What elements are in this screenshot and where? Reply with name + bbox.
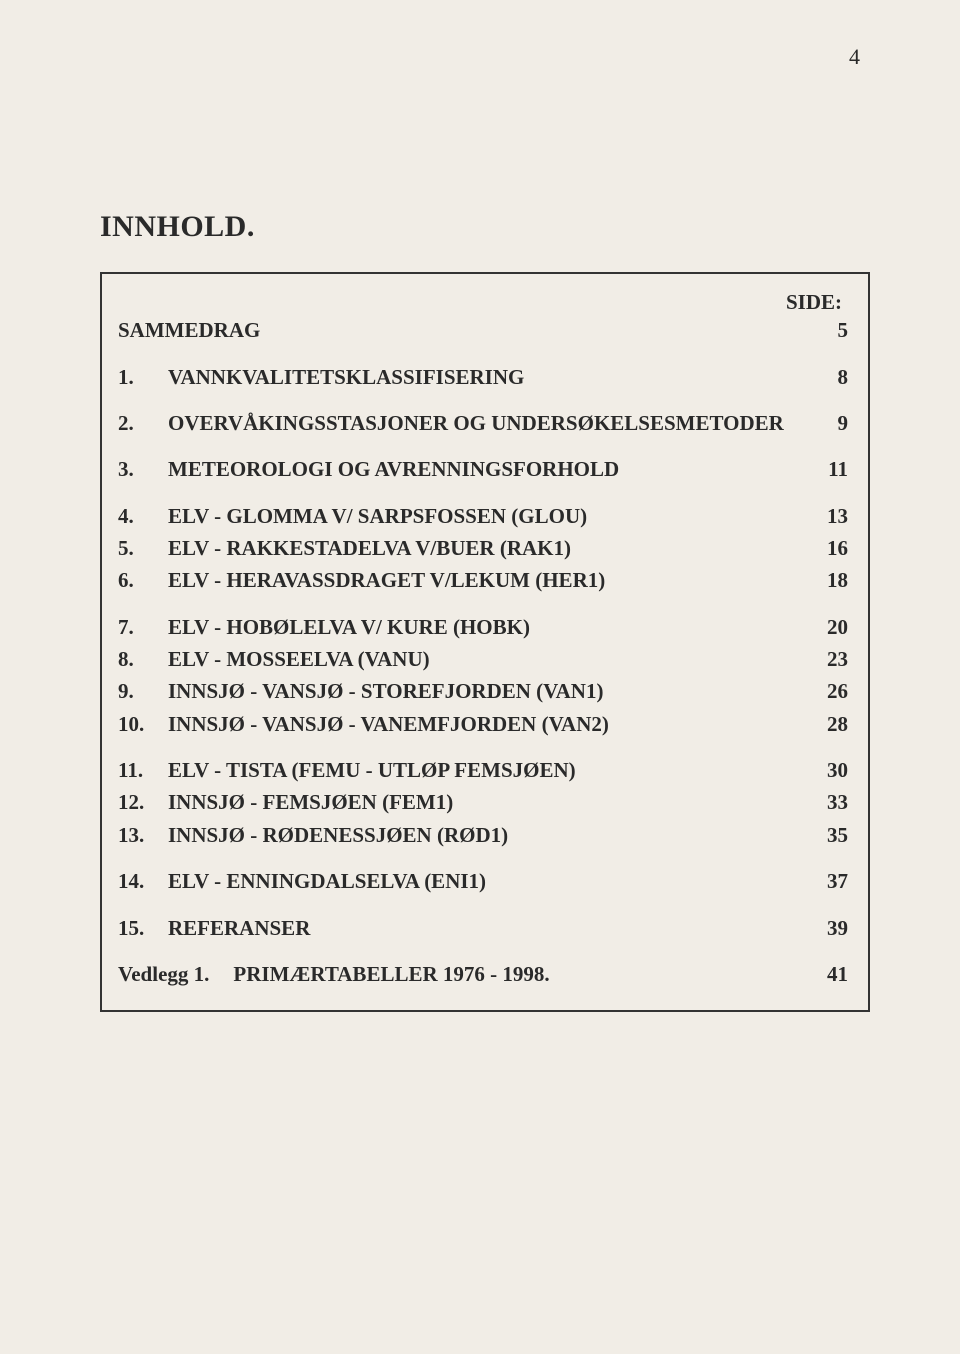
- spacer: [118, 896, 848, 914]
- toc-title: ELV - TISTA (FEMU - UTLØP FEMSJØEN): [168, 756, 576, 784]
- toc-page: 8: [808, 363, 848, 391]
- toc-title: REFERANSER: [168, 914, 310, 942]
- spacer: [118, 345, 848, 363]
- toc-row: 2. OVERVÅKINGSSTASJONER OG UNDERSØKELSESM…: [118, 409, 848, 437]
- toc-page: 13: [808, 502, 848, 530]
- spacer: [118, 849, 848, 867]
- toc-title: ELV - GLOMMA V/ SARPSFOSSEN (GLOU): [168, 502, 587, 530]
- toc-title: ELV - ENNINGDALSELVA (ENI1): [168, 867, 486, 895]
- toc-row: 1. VANNKVALITETSKLASSIFISERING 8: [118, 363, 848, 391]
- spacer: [118, 484, 848, 502]
- toc-title: VANNKVALITETSKLASSIFISERING: [168, 363, 524, 391]
- toc-row: 5. ELV - RAKKESTADELVA V/BUER (RAK1) 16: [118, 534, 848, 562]
- toc-number: 4.: [118, 502, 158, 530]
- toc-number: 5.: [118, 534, 158, 562]
- toc-row: 12. INNSJØ - FEMSJØEN (FEM1) 33: [118, 788, 848, 816]
- toc-title: ELV - MOSSEELVA (VANU): [168, 645, 430, 673]
- toc-title: INNSJØ - VANSJØ - STOREFJORDEN (VAN1): [168, 677, 603, 705]
- toc-row-sammendrag: SAMMEDRAG 5: [118, 316, 848, 344]
- toc-title: METEOROLOGI OG AVRENNINGSFORHOLD: [168, 455, 619, 483]
- spacer: [118, 391, 848, 409]
- toc-number: 13.: [118, 821, 158, 849]
- toc-row: 10. INNSJØ - VANSJØ - VANEMFJORDEN (VAN2)…: [118, 710, 848, 738]
- toc-number: 10.: [118, 710, 158, 738]
- spacer: [118, 437, 848, 455]
- toc-title: INNSJØ - FEMSJØEN (FEM1): [168, 788, 453, 816]
- toc-page: 33: [808, 788, 848, 816]
- toc-page: 9: [808, 409, 848, 437]
- toc-page: 30: [808, 756, 848, 784]
- toc-number: 15.: [118, 914, 158, 942]
- toc-number: 12.: [118, 788, 158, 816]
- toc-title: ELV - RAKKESTADELVA V/BUER (RAK1): [168, 534, 571, 562]
- toc-row: 14. ELV - ENNINGDALSELVA (ENI1) 37: [118, 867, 848, 895]
- spacer: [118, 942, 848, 960]
- toc-title: ELV - HOBØLELVA V/ KURE (HOBK): [168, 613, 530, 641]
- toc-row: 11. ELV - TISTA (FEMU - UTLØP FEMSJØEN) 30: [118, 756, 848, 784]
- toc-title: SAMMEDRAG: [118, 316, 260, 344]
- toc-page: 11: [808, 455, 848, 483]
- toc-row: 9. INNSJØ - VANSJØ - STOREFJORDEN (VAN1) 2…: [118, 677, 848, 705]
- toc-heading: INNHOLD.: [100, 210, 870, 244]
- toc-number: 1.: [118, 363, 158, 391]
- side-label: SIDE:: [118, 288, 848, 316]
- toc-page: 28: [808, 710, 848, 738]
- toc-title: ELV - HERAVASSDRAGET V/LEKUM (HER1): [168, 566, 605, 594]
- toc-number: 3.: [118, 455, 158, 483]
- toc-row: 3. METEOROLOGI OG AVRENNINGSFORHOLD 11: [118, 455, 848, 483]
- toc-row: 13. INNSJØ - RØDENESSJØEN (RØD1) 35: [118, 821, 848, 849]
- document-page: 4 INNHOLD. SIDE: SAMMEDRAG 5 1. VANNKVALI…: [0, 0, 960, 1354]
- toc-page: 35: [808, 821, 848, 849]
- toc-page: 39: [808, 914, 848, 942]
- toc-entries: 1. VANNKVALITETSKLASSIFISERING 8 2. OVERVÅKI…: [118, 363, 848, 960]
- spacer: [118, 738, 848, 756]
- toc-box: SIDE: SAMMEDRAG 5 1. VANNKVALITETSKLASSIF…: [100, 272, 870, 1012]
- toc-page: 37: [808, 867, 848, 895]
- toc-title: PRIMÆRTABELLER 1976 - 1998.: [233, 960, 549, 988]
- toc-row: 15. REFERANSER 39: [118, 914, 848, 942]
- page-number: 4: [849, 44, 860, 70]
- toc-row: 7. ELV - HOBØLELVA V/ KURE (HOBK) 20: [118, 613, 848, 641]
- toc-number: 6.: [118, 566, 158, 594]
- toc-title: OVERVÅKINGSSTASJONER OG UNDERSØKELSESMET…: [168, 409, 784, 437]
- toc-page: 20: [808, 613, 848, 641]
- toc-number: 7.: [118, 613, 158, 641]
- toc-page: 5: [808, 316, 848, 344]
- toc-page: 26: [808, 677, 848, 705]
- spacer: [118, 595, 848, 613]
- toc-page: 23: [808, 645, 848, 673]
- toc-page: 16: [808, 534, 848, 562]
- toc-number: 14.: [118, 867, 158, 895]
- toc-page: 18: [808, 566, 848, 594]
- toc-number: 8.: [118, 645, 158, 673]
- toc-row: 8. ELV - MOSSEELVA (VANU) 23: [118, 645, 848, 673]
- toc-page: 41: [808, 960, 848, 988]
- toc-number: Vedlegg 1.: [118, 960, 209, 988]
- toc-row: 6. ELV - HERAVASSDRAGET V/LEKUM (HER1) 18: [118, 566, 848, 594]
- toc-row-vedlegg: Vedlegg 1. PRIMÆRTABELLER 1976 - 1998. 4…: [118, 960, 848, 988]
- toc-title: INNSJØ - VANSJØ - VANEMFJORDEN (VAN2): [168, 710, 609, 738]
- toc-number: 9.: [118, 677, 158, 705]
- toc-number: 2.: [118, 409, 158, 437]
- toc-number: 11.: [118, 756, 158, 784]
- toc-title: INNSJØ - RØDENESSJØEN (RØD1): [168, 821, 508, 849]
- toc-row: 4. ELV - GLOMMA V/ SARPSFOSSEN (GLOU) 13: [118, 502, 848, 530]
